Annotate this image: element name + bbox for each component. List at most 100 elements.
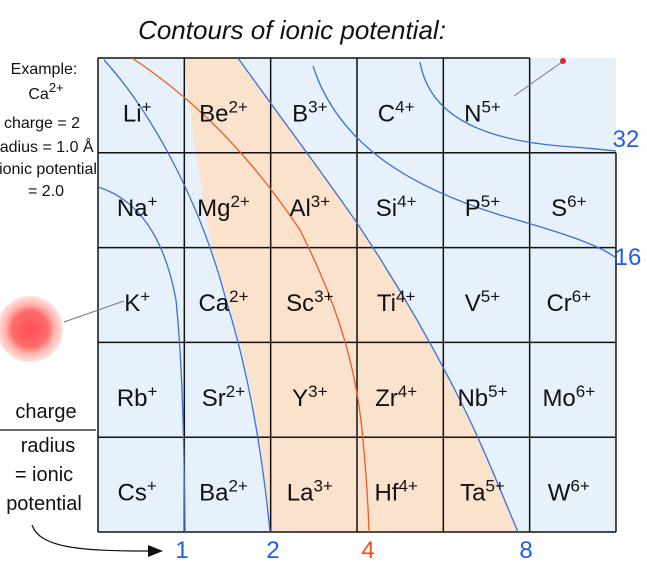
ion-label-ta: Ta5+: [460, 477, 505, 507]
ion-charge: 3+: [314, 287, 333, 306]
ion-label-y: Y3+: [292, 382, 327, 412]
ion-symbol: Si: [376, 195, 397, 222]
ion-charge: 5+: [481, 192, 500, 211]
ion-symbol: Ti: [377, 290, 396, 317]
example-line-2: charge = 2: [4, 115, 80, 132]
pointer-line: [513, 61, 563, 97]
ion-charge: 4+: [398, 382, 417, 401]
ion-symbol: B: [292, 100, 308, 127]
orange-band-region: [184, 58, 518, 532]
formula-numerator: charge: [15, 401, 76, 423]
ion-label-ca: Ca2+: [198, 287, 248, 317]
ion-label-v: V5+: [465, 287, 500, 317]
ion-label-be: Be2+: [199, 97, 248, 127]
ion-charge: 2+: [228, 477, 247, 496]
ion-symbol: K: [124, 290, 140, 317]
ion-charge: +: [142, 97, 152, 116]
contour-line-1: [98, 186, 186, 532]
ion-charge: 2+: [228, 97, 247, 116]
ion-symbol: Mo: [542, 385, 575, 412]
grid-lines: [97, 57, 617, 533]
example-ion-charge: 2+: [49, 80, 64, 95]
pointer-dot: [560, 58, 566, 64]
contour-label-2: 2: [266, 537, 279, 564]
ion-symbol: P: [465, 195, 481, 222]
ion-label-hf: Hf4+: [374, 477, 417, 507]
ion-symbol: La: [287, 480, 314, 507]
ion-charge: +: [140, 287, 150, 306]
diagram-title: Contours of ionic potential:: [138, 15, 446, 45]
ion-label-n: N5+: [464, 97, 501, 127]
ion-symbol: N: [464, 100, 481, 127]
contour-line-8: [237, 58, 519, 532]
contour-line-4: [131, 58, 370, 532]
formula-denominator: radius: [21, 435, 75, 457]
ion-label-c: C4+: [378, 97, 415, 127]
contour-label-1: 1: [175, 537, 188, 564]
ion-charge: 3+: [311, 192, 330, 211]
ion-symbol: Hf: [374, 480, 398, 507]
ion-charge: 5+: [481, 97, 500, 116]
ion-symbol: Li: [123, 100, 142, 127]
example-ion-symbol: Ca: [28, 86, 49, 103]
ion-symbol: Be: [199, 100, 228, 127]
ion-sphere-icon: [0, 296, 63, 362]
ion-charge: 4+: [395, 97, 414, 116]
ion-symbol: Ca: [198, 290, 229, 317]
ion-label-si: Si4+: [376, 192, 417, 222]
ion-label-na: Na+: [117, 192, 158, 222]
ion-charge: +: [148, 382, 158, 401]
ion-charge: 2+: [226, 382, 245, 401]
ion-symbol: S: [551, 195, 567, 222]
contour-line-2: [103, 59, 271, 532]
ion-label-la: La3+: [287, 477, 333, 507]
ion-label-s: S6+: [551, 192, 586, 222]
ion-charge: 2+: [230, 192, 249, 211]
example-line-4: ionic potential: [0, 161, 97, 178]
ion-charge: 6+: [572, 287, 591, 306]
arrow-head-icon: [148, 545, 163, 557]
contour-line-16: [312, 65, 616, 259]
ion-symbol: Y: [292, 385, 308, 412]
ion-label-sc: Sc3+: [286, 287, 333, 317]
formula-result-line2: potential: [6, 493, 82, 515]
ion-symbol: Mg: [197, 195, 230, 222]
contour-label-8: 8: [519, 537, 532, 564]
ion-charge: 5+: [488, 382, 507, 401]
ion-symbol: Sc: [286, 290, 314, 317]
ion-charge: 3+: [308, 382, 327, 401]
ion-symbol: Nb: [457, 385, 488, 412]
ion-charge: 2+: [229, 287, 248, 306]
ion-charge: +: [148, 192, 158, 211]
ion-pointer-line: [63, 300, 125, 323]
ion-label-al: Al3+: [289, 192, 330, 222]
ion-symbol: W: [548, 480, 571, 507]
ion-grid: Li+ Be2+ B3+ C4+ N5+Na+ Mg2+ Al3+ Si4+ P5+ S6+K+ C…: [117, 97, 595, 506]
contour-label-32: 32: [613, 126, 640, 153]
contour-lines: [98, 58, 616, 532]
contour-label-16: 16: [615, 244, 642, 271]
ion-charge: 4+: [398, 477, 417, 496]
ion-symbol: Al: [289, 195, 310, 222]
ion-symbol: Sr: [202, 385, 226, 412]
ion-symbol: Na: [117, 195, 148, 222]
ion-charge: 6+: [567, 192, 586, 211]
example-line-3: radius = 1.0 Å: [0, 137, 94, 156]
ion-symbol: Ta: [460, 480, 486, 507]
example-line-5: = 2.0: [28, 183, 64, 200]
ion-charge: 6+: [576, 382, 595, 401]
ion-label-li: Li+: [123, 97, 152, 127]
ion-charge: 3+: [313, 477, 332, 496]
example-ion: Ca2+: [28, 80, 63, 103]
ion-label-p: P5+: [465, 192, 500, 222]
ion-label-w: W6+: [548, 477, 590, 507]
contour-line-32: [419, 61, 616, 152]
ion-charge: 5+: [485, 477, 504, 496]
ion-symbol: Ba: [199, 480, 229, 507]
ion-symbol: C: [378, 100, 395, 127]
contour-label-4: 4: [361, 537, 374, 564]
formula: charge radius = ionic potential: [0, 401, 96, 515]
example-annotation: Example: Ca2+ charge = 2 radius = 1.0 Å …: [0, 61, 97, 200]
ion-label-mg: Mg2+: [197, 192, 250, 222]
